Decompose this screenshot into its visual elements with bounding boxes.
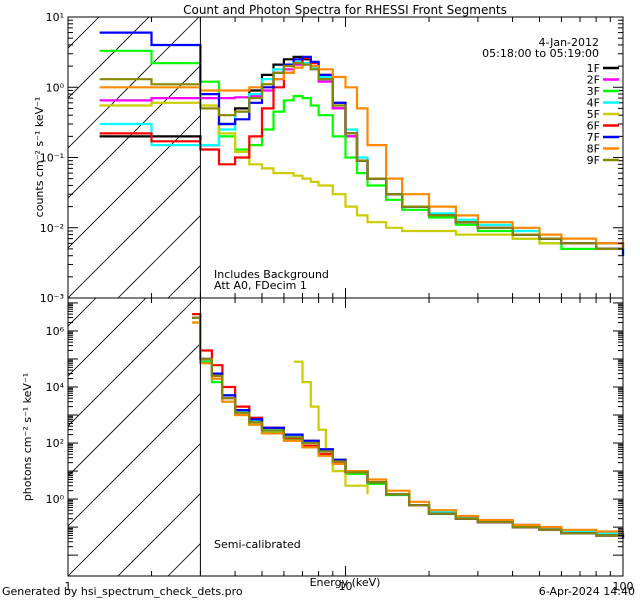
y-tick-label-bottom: 10⁴ <box>46 381 65 394</box>
legend-label-9F: 9F <box>587 154 600 167</box>
series-5F <box>293 360 369 495</box>
chart-title: Count and Photon Spectra for RHESSI Fron… <box>183 3 507 17</box>
y-tick-label-bottom: 10⁰ <box>46 493 65 506</box>
y-tick-label-bottom: 10² <box>46 437 64 450</box>
tick-labels: 10⁻³ 10⁻² 10⁻¹ 10⁰ 10¹ 10⁰ 10² 10⁴ 10⁶ 1 10 100 <box>40 11 634 593</box>
annotation-semicalibrated: Semi-calibrated <box>214 538 301 551</box>
hatch-line <box>318 298 596 576</box>
series-group-top <box>99 31 625 256</box>
series-4F <box>192 316 625 536</box>
series-1F <box>192 316 625 539</box>
series-8F <box>192 321 625 534</box>
hatch-line <box>68 443 201 576</box>
y-tick-label-top: 10⁻¹ <box>40 152 64 165</box>
y-tick-label-top: 10⁰ <box>46 81 65 94</box>
series-3F <box>192 321 623 537</box>
legend-label-3F: 3F <box>587 85 600 98</box>
y-axis-label-bottom: photons cm⁻² s⁻¹ keV⁻¹ <box>21 373 34 501</box>
bottom-panel-frame <box>67 297 624 577</box>
hatch-line <box>68 17 200 149</box>
hatch-line <box>68 65 201 199</box>
legend-label-8F: 8F <box>587 143 600 156</box>
hatch-line <box>68 343 201 477</box>
y-tick-label-top: 10⁻³ <box>40 292 64 305</box>
hatch-line <box>68 393 201 527</box>
hatch-line <box>68 17 150 99</box>
y-axis-label-top: counts cm⁻² s⁻¹ keV⁻¹ <box>33 97 46 218</box>
legend-label-4F: 4F <box>587 97 600 110</box>
series-4F <box>99 60 625 256</box>
hatch-region-bottom <box>68 298 596 576</box>
hatch-line <box>68 115 201 249</box>
series-2F <box>99 62 623 250</box>
time-range-label: 05:18:00 to 05:19:00 <box>482 47 599 60</box>
timestamp-label: 6-Apr-2024 14:40 <box>539 585 635 598</box>
series-9F <box>192 316 623 537</box>
legend-label-1F: 1F <box>587 62 600 75</box>
legend-label-2F: 2F <box>587 74 600 87</box>
hatch-line <box>117 493 201 576</box>
y-tick-label-top: 10¹ <box>46 11 64 24</box>
x-tick-label: 1 <box>65 580 72 593</box>
date-label: 4-Jan-2012 <box>539 36 600 49</box>
generated-by-label: Generated by hsi_spectrum_check_dets.pro <box>2 585 243 598</box>
x-tick-label: 100 <box>613 580 634 593</box>
series-1F <box>99 55 625 249</box>
series-9F <box>99 62 623 250</box>
annotation-background: Includes Background <box>214 268 329 281</box>
y-tick-label-top: 10⁻² <box>40 222 64 235</box>
hatch-line <box>68 298 147 377</box>
x-tick-label: 10 <box>339 580 353 593</box>
hatch-line <box>218 298 496 576</box>
hatch-line <box>268 298 546 576</box>
hatch-line <box>68 165 201 298</box>
y-tick-label-bottom: 10⁶ <box>46 325 65 338</box>
x-axis-label: Energy (keV) <box>310 576 381 589</box>
hatch-line <box>167 543 201 576</box>
series-5F <box>99 101 623 250</box>
series-7F <box>192 316 625 539</box>
hatch-line <box>68 298 197 427</box>
annotation-attenuator: Att A0, FDecim 1 <box>214 279 307 292</box>
series-3F <box>99 49 625 256</box>
series-group-bottom <box>192 313 625 539</box>
axis-ticks <box>67 16 624 576</box>
legend-label-6F: 6F <box>587 120 600 133</box>
legend-label-5F: 5F <box>587 108 600 121</box>
legend-label-7F: 7F <box>587 131 600 144</box>
hatch-line <box>117 215 201 298</box>
